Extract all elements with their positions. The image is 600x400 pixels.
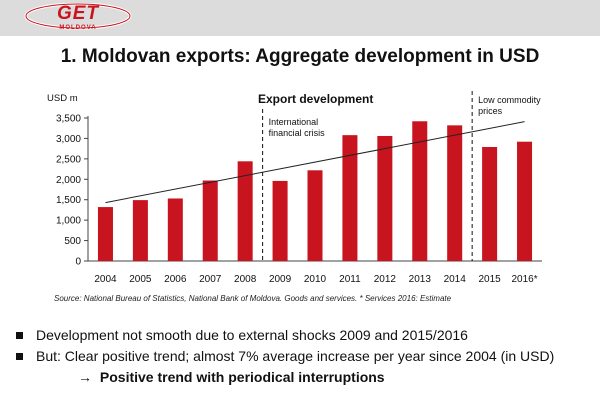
y-tick-label: 0: [75, 257, 81, 268]
annotation-line: International: [269, 117, 319, 127]
bar: [132, 200, 148, 261]
y-tick-label: 2,500: [56, 154, 81, 165]
annotation-text: Low commodity prices: [478, 95, 541, 116]
logo-subtext: MOLDOVA: [59, 25, 97, 31]
y-tick-label: 2,000: [56, 175, 81, 186]
y-tick-label: 500: [64, 236, 81, 247]
annotation-line: financial crisis: [269, 128, 326, 138]
x-tick-label: 2012: [374, 274, 397, 285]
bullet-square-icon: [16, 353, 23, 360]
bullet-text: But: Clear positive trend; almost 7% ave…: [36, 348, 555, 364]
x-tick-label: 2014: [444, 274, 467, 285]
annotation-text: International financial crisis: [269, 117, 326, 138]
y-tick-label: 3,000: [56, 134, 81, 145]
x-tick-label: 2015: [478, 274, 501, 285]
bar: [342, 135, 358, 261]
x-tick-label: 2011: [339, 274, 361, 285]
x-tick-label: 2013: [409, 274, 432, 285]
bar: [412, 121, 428, 261]
logo: GET MOLDOVA: [24, 3, 132, 34]
x-tick-label: 2004: [94, 274, 117, 285]
bullet-text: Development not smooth due to external s…: [36, 327, 468, 343]
x-tick-label: 2009: [269, 274, 292, 285]
logo-text: GET: [56, 3, 100, 24]
x-tick-label: 2006: [164, 274, 187, 285]
trend-line: [105, 121, 525, 204]
bar: [97, 207, 113, 261]
bar: [237, 161, 253, 261]
chart-title: Export development: [258, 92, 373, 106]
bullet-list: Development not smooth due to external s…: [16, 325, 596, 388]
conclusion: → Positive trend with periodical interru…: [16, 367, 596, 388]
x-tick-label: 2010: [304, 274, 327, 285]
bar: [377, 135, 393, 261]
x-tick-label: 2007: [199, 274, 222, 285]
bar: [307, 170, 323, 261]
y-tick-label: 3,500: [56, 114, 81, 125]
x-tick-label: 2016*: [511, 274, 537, 285]
y-tick-label: 1,500: [56, 195, 81, 206]
slide-title: 1. Moldovan exports: Aggregate developme…: [60, 46, 540, 67]
annotation-line: Low commodity: [478, 95, 541, 105]
bar: [517, 141, 533, 261]
export-chart: Export development USD m 0 500 1,000 1,500 2,0…: [47, 91, 542, 285]
y-axis-label: USD m: [47, 93, 78, 104]
conclusion-text: Positive trend with periodical interrupt…: [99, 369, 385, 385]
x-tick-label: 2008: [234, 274, 257, 285]
bar: [202, 180, 218, 261]
bullet-square-icon: [16, 332, 23, 339]
bullet-item: Development not smooth due to external s…: [16, 325, 596, 346]
bullet-item: But: Clear positive trend; almost 7% ave…: [16, 346, 596, 367]
source-note: Source: National Bureau of Statistics, N…: [54, 294, 452, 303]
annotation-line: prices: [478, 106, 503, 116]
y-tick-label: 1,000: [56, 216, 81, 227]
x-tick-label: 2005: [129, 274, 152, 285]
bar: [272, 180, 288, 261]
bar: [447, 125, 463, 262]
logo-swoosh: [24, 3, 132, 30]
arrow-right-icon: →: [78, 369, 92, 385]
bar: [167, 198, 183, 261]
bar: [482, 147, 498, 261]
